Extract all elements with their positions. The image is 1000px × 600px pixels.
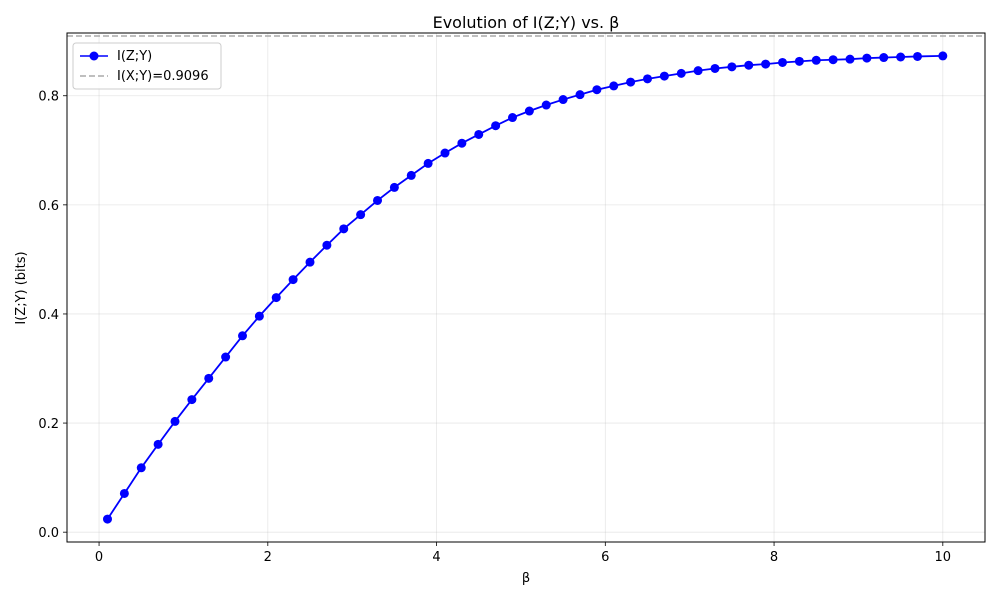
data-point [221, 352, 231, 362]
data-point [693, 66, 703, 76]
y-tick-label: 0.8 [38, 90, 59, 105]
data-point [541, 100, 551, 110]
grid [67, 33, 985, 542]
data-point [119, 488, 129, 498]
data-point [938, 51, 948, 61]
data-point [271, 293, 281, 303]
x-tick-label: 6 [601, 550, 609, 565]
data-point [761, 59, 771, 69]
data-point [491, 121, 501, 131]
data-point [626, 77, 636, 87]
data-point [676, 68, 686, 78]
y-tick-label: 0.4 [38, 308, 59, 323]
data-point [356, 210, 366, 220]
x-tick-label: 2 [264, 550, 272, 565]
data-point [845, 54, 855, 64]
data-point [339, 224, 349, 234]
legend-label-series-1: I(Z;Y) [117, 49, 152, 64]
y-axis-label: I(Z;Y) (bits) [14, 251, 29, 324]
data-point [558, 95, 568, 105]
data-point [322, 240, 332, 250]
plot-area-frame [66, 32, 986, 543]
data-point [457, 138, 467, 148]
data-point [896, 52, 906, 62]
data-point [373, 195, 382, 205]
data-point [103, 514, 112, 524]
x-tick-label: 0 [95, 550, 103, 565]
legend: I(Z;Y) I(X;Y)=0.9096 [72, 42, 222, 90]
data-point [187, 395, 197, 405]
data-point [305, 257, 315, 267]
data-point [879, 53, 889, 63]
data-point [474, 129, 484, 139]
data-point [744, 60, 754, 70]
legend-label-series-2: I(X;Y)=0.9096 [117, 69, 209, 84]
data-point [170, 416, 180, 426]
data-point [254, 311, 264, 321]
data-point [204, 373, 214, 383]
data-point [508, 113, 517, 123]
data-point [136, 463, 146, 473]
data-point [609, 81, 619, 91]
x-axis-ticks: 0 2 4 6 8 10 [95, 542, 951, 565]
data-point [524, 106, 534, 116]
data-point [727, 62, 737, 72]
data-point [794, 56, 804, 66]
legend-box [72, 42, 222, 90]
data-point [423, 158, 433, 168]
data-point [811, 55, 821, 65]
data-point [828, 55, 838, 65]
y-tick-label: 0.2 [38, 417, 59, 432]
y-axis-ticks: 0.0 0.2 0.4 0.6 0.8 [38, 90, 67, 541]
data-point [659, 71, 669, 81]
data-point [389, 182, 399, 192]
data-point [592, 85, 602, 95]
y-tick-label: 0.0 [38, 526, 59, 541]
data-point [913, 51, 922, 61]
series-layer [103, 51, 948, 524]
data-point [778, 57, 787, 67]
data-point [406, 170, 416, 180]
data-point [288, 275, 298, 285]
chart-title: Evolution of I(Z;Y) vs. β [433, 13, 620, 32]
data-point [575, 90, 585, 100]
legend-marker-series-1 [89, 51, 99, 61]
data-point [440, 148, 450, 158]
y-tick-label: 0.6 [38, 199, 59, 214]
data-point [238, 331, 247, 341]
x-tick-label: 10 [935, 550, 952, 565]
x-axis-label: β [522, 571, 530, 586]
data-point [710, 63, 720, 73]
x-tick-label: 4 [432, 550, 440, 565]
data-point [153, 439, 163, 449]
x-tick-label: 8 [770, 550, 778, 565]
data-point [643, 74, 652, 84]
data-point [862, 53, 872, 63]
